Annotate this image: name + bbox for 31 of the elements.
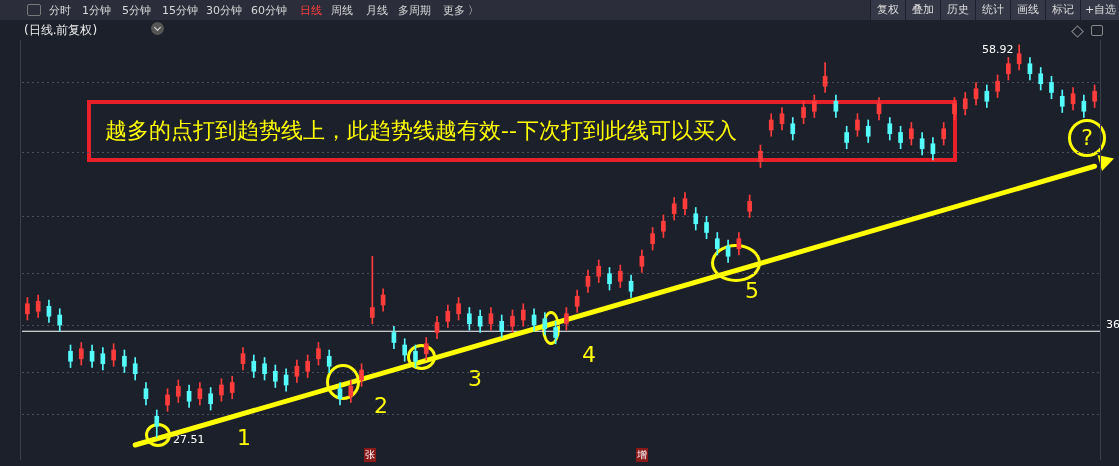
text: 分时 — [49, 3, 71, 18]
annotation: 5 — [745, 278, 759, 303]
text: 月线 — [366, 3, 388, 18]
text: 标记 — [1045, 0, 1080, 20]
text: 60分钟 — [251, 3, 287, 18]
annotation: 4 — [582, 342, 596, 367]
text: +自选 — [1080, 0, 1119, 20]
text: 周线 — [331, 3, 353, 18]
annotation: 张 — [364, 448, 376, 462]
text: 30分钟 — [206, 3, 242, 18]
text: 1分钟 — [82, 3, 111, 18]
text: 更多 〉 — [443, 3, 480, 18]
annotation: 3 — [468, 366, 482, 391]
text: 日线 — [300, 3, 322, 18]
text: 复权 — [870, 0, 905, 20]
annotation: 增 — [636, 448, 648, 462]
text: 5分钟 — [122, 3, 151, 18]
annotation: 2 — [374, 393, 388, 418]
ref-line-label: 36 — [1106, 317, 1119, 331]
text: 画线 — [1010, 0, 1045, 20]
text: 统计 — [975, 0, 1010, 20]
annotation: 27.51 — [173, 433, 205, 446]
annotation: ? — [1068, 119, 1106, 157]
text: 多周期 — [398, 3, 431, 18]
text: 15分钟 — [162, 3, 198, 18]
text: 叠加 — [905, 0, 940, 20]
chart-title: (日线.前复权) — [24, 22, 98, 39]
annotation: 1 — [237, 425, 251, 450]
text: 历史 — [940, 0, 975, 20]
annotation: 越多的点打到趋势线上，此趋势线越有效--下次打到此线可以买入 — [87, 100, 957, 162]
annotation: 58.92 — [982, 43, 1014, 56]
